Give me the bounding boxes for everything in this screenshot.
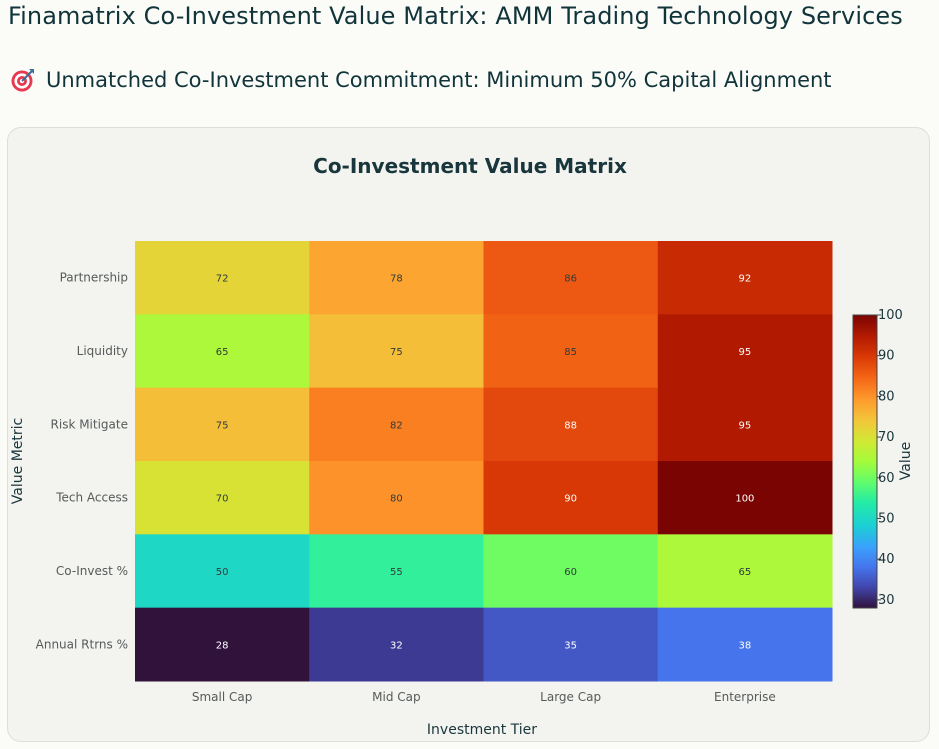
heatmap-cell <box>657 534 833 609</box>
y-tick-label: Tech Access <box>55 491 128 505</box>
heatmap-cell <box>657 314 833 389</box>
colorbar-tick-label: 100 <box>878 308 903 323</box>
heatmap-cell <box>135 241 310 315</box>
heatmap-cell <box>483 607 659 682</box>
cell-value-label: 50 <box>216 567 229 578</box>
cell-value-label: 38 <box>739 640 752 651</box>
colorbar-tick-label: 70 <box>878 430 895 445</box>
cell-value-label: 65 <box>216 347 229 358</box>
cell-value-label: 95 <box>739 347 752 358</box>
cell-value-label: 60 <box>564 567 577 578</box>
heatmap-cell <box>309 314 484 389</box>
target-icon <box>10 67 36 93</box>
y-tick-label: Co-Invest % <box>56 564 128 578</box>
heatmap-cell <box>483 241 659 315</box>
heatmap-cell <box>309 607 484 682</box>
cell-value-label: 92 <box>739 274 752 285</box>
page-title: Finamatrix Co-Investment Value Matrix: A… <box>8 2 903 30</box>
y-tick-label: Liquidity <box>77 344 128 358</box>
heatmap-cell <box>657 387 833 462</box>
colorbar-tick-label: 30 <box>878 593 895 608</box>
heatmap-cell <box>309 461 484 535</box>
cell-value-label: 28 <box>216 640 229 651</box>
cell-value-label: 78 <box>390 274 403 285</box>
cell-value-label: 90 <box>564 494 577 505</box>
heatmap-cell <box>309 387 484 462</box>
heatmap-cell <box>657 241 833 315</box>
colorbar-tick-label: 50 <box>878 511 895 526</box>
heatmap-cell <box>309 534 484 609</box>
cell-value-label: 32 <box>390 640 403 651</box>
x-tick-label: Large Cap <box>540 690 601 704</box>
heatmap-cell <box>135 534 310 609</box>
colorbar-title: Value <box>898 442 914 480</box>
cell-value-label: 85 <box>564 347 577 358</box>
colorbar-tick-label: 60 <box>878 471 895 486</box>
heatmap-chart: Co-Investment Value Matrix 72 78 86 92 65 75 8… <box>10 154 914 738</box>
y-tick-label: Risk Mitigate <box>51 417 128 431</box>
cell-value-label: 100 <box>735 494 754 505</box>
colorbar <box>852 314 878 609</box>
subtitle: Unmatched Co-Investment Commitment: Mini… <box>10 67 832 93</box>
colorbar-tick-label: 90 <box>878 349 895 364</box>
y-tick-label: Annual Rtrns % <box>36 637 128 651</box>
heatmap-cell <box>309 241 484 315</box>
heatmap-cell <box>135 607 310 682</box>
cell-value-label: 35 <box>564 640 577 651</box>
heatmap-cell <box>657 607 833 682</box>
x-tick-label: Small Cap <box>192 690 253 704</box>
x-tick-label: Mid Cap <box>372 690 420 704</box>
heatmap-cell <box>483 461 659 535</box>
cell-value-label: 75 <box>390 347 403 358</box>
cell-value-label: 70 <box>216 494 229 505</box>
chart-card: Co-Investment Value Matrix 72 78 86 92 65 75 8… <box>7 127 930 742</box>
y-tick-label: Partnership <box>60 271 128 285</box>
cell-value-label: 55 <box>390 567 403 578</box>
cell-value-label: 65 <box>739 567 752 578</box>
heatmap-cell <box>483 314 659 389</box>
heatmap-cell <box>135 461 310 535</box>
colorbar-tick-label: 40 <box>878 552 895 567</box>
x-axis-title: Investment Tier <box>427 722 537 738</box>
cell-value-label: 86 <box>564 274 577 285</box>
x-tick-label: Enterprise <box>714 690 776 704</box>
y-axis-title: Value Metric <box>10 418 26 504</box>
colorbar-tick-label: 80 <box>878 389 895 404</box>
cell-value-label: 75 <box>216 420 229 431</box>
heatmap-cell <box>483 534 659 609</box>
cell-value-label: 95 <box>739 420 752 431</box>
heatmap-cell <box>483 387 659 462</box>
chart-title: Co-Investment Value Matrix <box>313 154 627 178</box>
heatmap-cell <box>657 461 833 535</box>
cell-value-label: 72 <box>216 274 229 285</box>
cell-value-label: 88 <box>564 420 577 431</box>
subtitle-text: Unmatched Co-Investment Commitment: Mini… <box>46 68 832 92</box>
heatmap-cell <box>135 314 310 389</box>
cell-value-label: 80 <box>390 494 403 505</box>
heatmap-cell <box>135 387 310 462</box>
cell-value-label: 82 <box>390 420 403 431</box>
